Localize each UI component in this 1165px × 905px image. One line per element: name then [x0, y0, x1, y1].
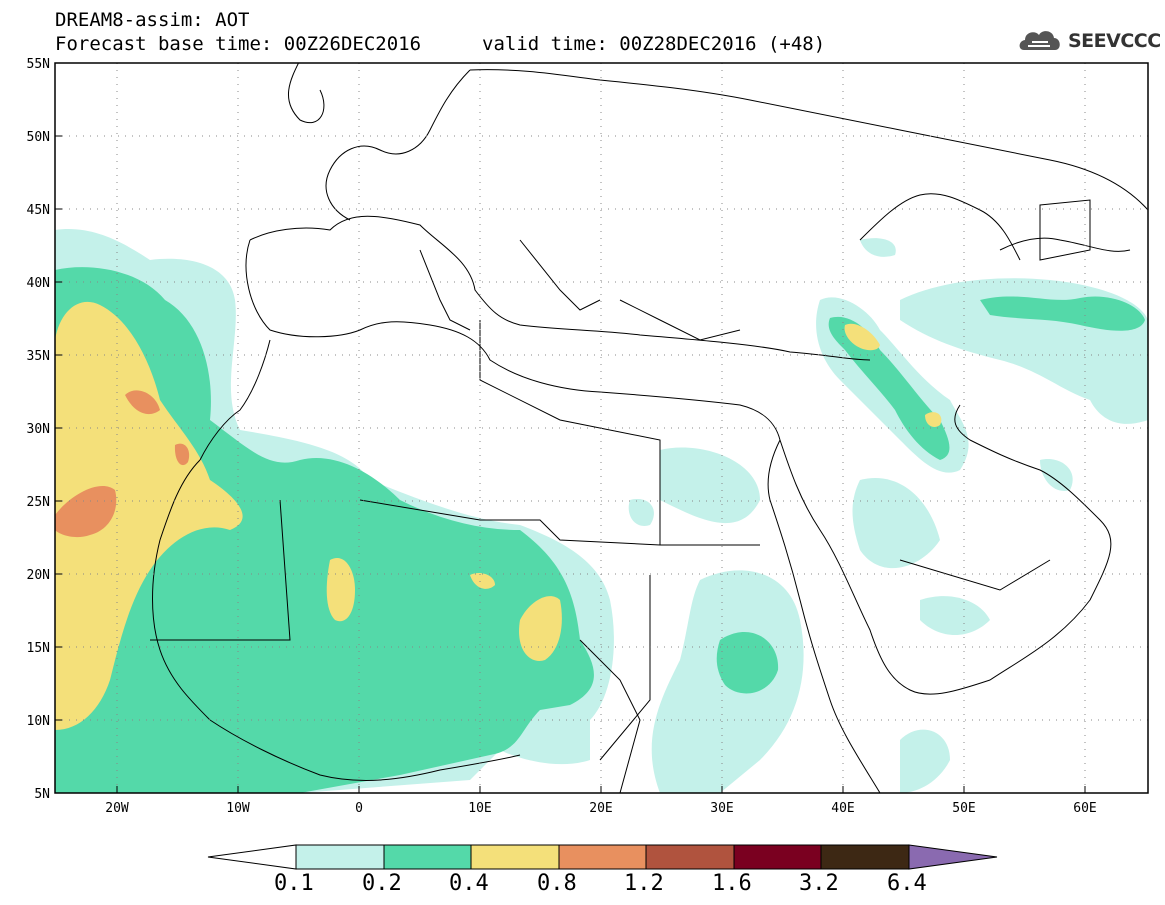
lon-label: 50E: [952, 801, 975, 816]
lon-labels: 20W 10W 0 10E 20E 30E 40E 50E 60E: [105, 801, 1096, 816]
lat-label: 50N: [27, 130, 50, 145]
colorbar-segment: [470, 844, 560, 870]
colorbar-segment: [558, 844, 647, 870]
graticule: [55, 63, 1148, 793]
lon-label: 30E: [710, 801, 733, 816]
lat-labels: 55N 50N 45N 40N 35N 30N 25N 20N 15N 10N …: [27, 57, 50, 802]
lat-label: 35N: [27, 349, 50, 364]
lon-label: 0: [355, 801, 363, 816]
lon-label: 20E: [589, 801, 612, 816]
lon-label: 10E: [468, 801, 491, 816]
lat-label: 25N: [27, 495, 50, 510]
lat-label: 45N: [27, 203, 50, 218]
logo-text: SEEVCCC: [1068, 30, 1161, 52]
lat-label: 30N: [27, 422, 50, 437]
lat-label: 10N: [27, 714, 50, 729]
aot-fields: [55, 229, 1148, 793]
valid-time: valid time: 00Z28DEC2016 (+48): [482, 33, 826, 55]
colorbar-segment: [820, 844, 910, 870]
colorbar-label: 1.2: [624, 871, 664, 896]
cloud-logo-icon: [1019, 31, 1060, 50]
coastlines: [150, 63, 1148, 793]
lon-label: 60E: [1073, 801, 1096, 816]
lon-label: 40E: [831, 801, 854, 816]
colorbar-segment: [207, 844, 297, 870]
lat-label: 15N: [27, 641, 50, 656]
colorbar-segment: [383, 844, 472, 870]
forecast-base-time: Forecast base time: 00Z26DEC2016: [55, 33, 422, 55]
map-title: DREAM8-assim: AOT: [55, 9, 250, 31]
lat-label: 20N: [27, 568, 50, 583]
colorbar-segment: [733, 844, 822, 870]
tick-marks: [55, 135, 1086, 793]
colorbar-label: 0.2: [362, 871, 402, 896]
colorbar-label: 6.4: [887, 871, 927, 896]
aot-level-0.8: [55, 390, 190, 538]
colorbar-segment: [295, 844, 385, 870]
colorbar-segment: [645, 844, 735, 870]
colorbar-segment: [908, 844, 998, 870]
colorbar-label: 3.2: [799, 871, 839, 896]
colorbar: [207, 844, 998, 870]
lat-label: 55N: [27, 57, 50, 72]
lon-label: 10W: [226, 801, 250, 816]
lat-label: 5N: [34, 787, 50, 802]
colorbar-label: 0.4: [449, 871, 489, 896]
colorbar-label: 0.1: [274, 871, 314, 896]
lon-label: 20W: [105, 801, 129, 816]
lat-label: 40N: [27, 276, 50, 291]
colorbar-label: 0.8: [537, 871, 577, 896]
colorbar-label: 1.6: [712, 871, 752, 896]
aot-level-0.4: [55, 301, 942, 730]
